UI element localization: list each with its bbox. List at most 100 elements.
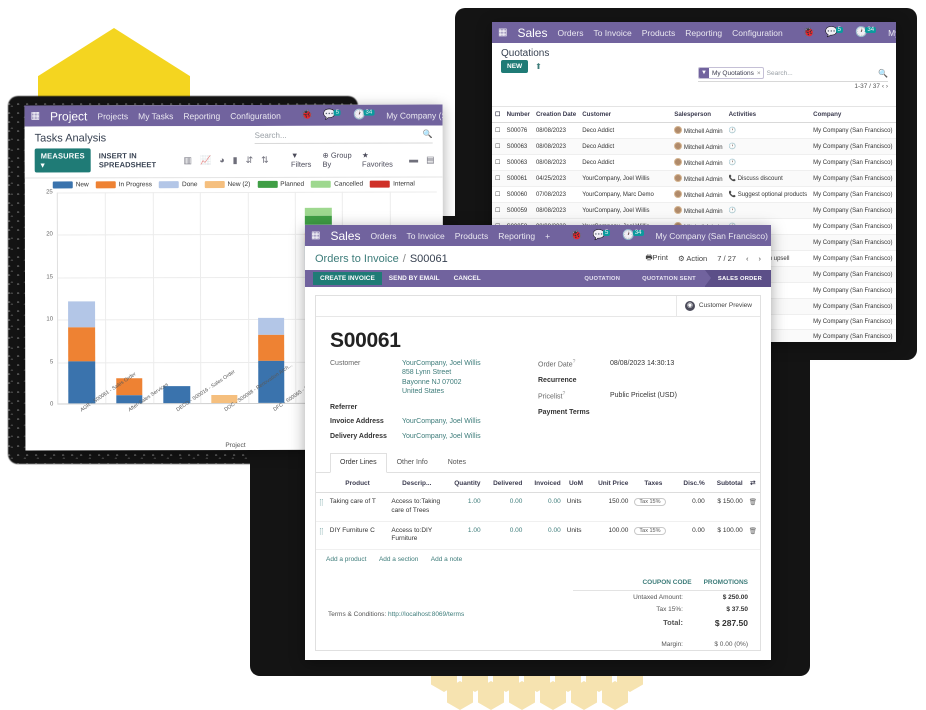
optional-columns-icon[interactable]: ⇄ xyxy=(745,474,760,494)
messages-icon[interactable]: 💬5 xyxy=(323,109,342,121)
select-all-checkbox[interactable]: ☐ xyxy=(492,107,504,123)
bug-icon[interactable]: 🐞 xyxy=(802,27,816,38)
group-by-button[interactable]: ⊕ Group By xyxy=(322,150,352,169)
app-name-sales[interactable]: Sales xyxy=(330,228,361,243)
stacked-icon[interactable]: ▮ xyxy=(232,154,238,165)
action-button[interactable]: ⚙ Action xyxy=(677,254,708,263)
search-facet-my-quotations[interactable]: ▼ My Quotations × xyxy=(698,67,764,79)
pivot-view-icon[interactable]: ▤ xyxy=(426,153,435,164)
row-checkbox[interactable]: ☐ xyxy=(492,138,504,155)
help-icon[interactable]: ? xyxy=(562,391,566,398)
drag-handle-icon[interactable]: ⣿ xyxy=(316,521,327,551)
table-row[interactable]: ☐ S00063 08/08/2023 Deco Addict Mitchell Ad… xyxy=(492,138,896,155)
bug-icon[interactable]: 🐞 xyxy=(570,230,583,241)
activities-icon[interactable]: 🕐34 xyxy=(353,109,375,121)
search-input[interactable]: Search... 🔍 xyxy=(254,129,433,144)
pager-next-icon[interactable]: › xyxy=(758,254,762,263)
row-checkbox[interactable]: ☐ xyxy=(492,186,504,203)
column-header-total[interactable]: Total xyxy=(895,107,896,123)
send-by-email-button[interactable]: SEND BY EMAIL xyxy=(388,275,440,282)
line-chart-icon[interactable]: 📈 xyxy=(199,154,212,165)
menu-configuration[interactable]: Configuration xyxy=(732,27,783,38)
customer-name[interactable]: YourCompany, Joel Willis xyxy=(402,360,481,367)
add-a-section-link[interactable]: Add a section xyxy=(378,556,419,564)
new-button[interactable]: NEW xyxy=(501,60,529,73)
activities-icon[interactable]: 🕐34 xyxy=(622,230,644,241)
create-invoice-button[interactable]: CREATE INVOICE xyxy=(313,272,382,285)
stage-quotation-sent[interactable]: QUOTATION SENT xyxy=(629,270,711,287)
menu-to-invoice[interactable]: To Invoice xyxy=(406,230,445,241)
print-button[interactable]: 🖶Print xyxy=(645,253,668,262)
column-header-customer[interactable]: Customer xyxy=(579,107,672,123)
messages-icon[interactable]: 💬5 xyxy=(825,27,843,38)
measures-button[interactable]: MEASURES ▾ xyxy=(34,148,91,173)
delete-line-icon[interactable]: 🗑 xyxy=(745,492,760,522)
row-checkbox[interactable]: ☐ xyxy=(492,154,504,171)
field-value-customer[interactable]: YourCompany, Joel Willis 858 Lynn Street… xyxy=(402,359,481,397)
menu-reporting[interactable]: Reporting xyxy=(685,27,723,38)
table-row[interactable]: ☐ S00060 07/08/2023 YourCompany, Marc Demo … xyxy=(492,186,896,203)
customer-preview-button[interactable]: ◉ Customer Preview xyxy=(675,296,760,316)
terms-link[interactable]: http://localhost:8069/terms xyxy=(387,611,465,619)
apps-grid-icon[interactable]: ▦ xyxy=(30,110,41,122)
add-a-note-link[interactable]: Add a note xyxy=(430,556,463,564)
column-header-company[interactable]: Company xyxy=(810,107,896,123)
help-icon[interactable]: ? xyxy=(572,359,576,365)
column-header-number[interactable]: Number xyxy=(503,107,533,123)
row-checkbox[interactable]: ☐ xyxy=(492,202,504,219)
favorites-button[interactable]: ★ Favorites xyxy=(361,150,393,169)
field-value-invoice-address[interactable]: YourCompany, Joel Willis xyxy=(402,418,481,426)
order-line-row[interactable]: ⣿ Taking care of T Access to:Taking care o… xyxy=(316,492,760,522)
legend-item-1[interactable]: In Progress xyxy=(95,181,152,189)
legend-item-2[interactable]: Done xyxy=(158,181,198,189)
tab-other-info[interactable]: Other Info xyxy=(396,459,428,467)
legend-item-3[interactable]: New (2) xyxy=(204,181,250,189)
menu-reporting[interactable]: Reporting xyxy=(183,110,221,121)
company-selector[interactable]: My Company (San Francisco) xyxy=(655,230,768,241)
drag-handle-icon[interactable]: ⣿ xyxy=(316,492,327,522)
field-value-order-date[interactable]: 08/08/2023 14:30:13 xyxy=(610,360,675,367)
table-row[interactable]: ☐ S00076 08/08/2023 Deco Addict Mitchell Ad… xyxy=(492,122,896,139)
messages-icon[interactable]: 💬5 xyxy=(592,230,611,241)
search-icon[interactable]: 🔍 xyxy=(878,68,888,78)
filters-button[interactable]: ▼ Filters xyxy=(290,150,312,169)
stage-sales-order[interactable]: SALES ORDER xyxy=(704,270,771,287)
pager-prev-icon[interactable]: ‹ xyxy=(881,83,885,90)
activities-icon[interactable]: 🕐34 xyxy=(854,27,877,38)
pager-prev-icon[interactable]: ‹ xyxy=(746,254,749,263)
add-a-product-link[interactable]: Add a product xyxy=(326,556,367,564)
search-input[interactable]: Search... xyxy=(766,69,793,77)
cancel-button[interactable]: CANCEL xyxy=(453,275,481,282)
delete-line-icon[interactable]: 🗑 xyxy=(745,521,760,551)
chart-bar[interactable] xyxy=(68,301,96,404)
apps-grid-icon[interactable]: ▦ xyxy=(498,27,508,38)
order-line-row[interactable]: ⣿ DIY Furniture C Access to:DIY Furniture 1… xyxy=(316,521,760,551)
cell-activities[interactable]: 🕐 xyxy=(725,122,811,139)
chart-bar[interactable] xyxy=(258,318,285,403)
pie-chart-icon[interactable]: ◕ xyxy=(219,155,225,166)
promotions-button[interactable]: PROMOTIONS xyxy=(703,579,748,587)
menu-orders[interactable]: Orders xyxy=(370,230,397,241)
stage-quotation[interactable]: QUOTATION xyxy=(571,270,635,287)
menu-products[interactable]: Products xyxy=(641,27,676,38)
upload-icon[interactable]: ⬆ xyxy=(535,62,542,71)
search-icon[interactable]: 🔍 xyxy=(422,129,433,139)
sort-desc-icon[interactable]: ⇵ xyxy=(245,154,254,165)
row-checkbox[interactable]: ☐ xyxy=(492,122,504,139)
menu-projects[interactable]: Projects xyxy=(97,110,129,121)
legend-item-4[interactable]: Planned xyxy=(257,181,304,188)
graph-view-icon[interactable]: ▬ xyxy=(409,154,419,165)
tab-notes[interactable]: Notes xyxy=(447,459,467,467)
field-value-delivery-address[interactable]: YourCompany, Joel Willis xyxy=(402,432,481,440)
cell-activities[interactable]: 📞 Suggest optional products xyxy=(725,186,811,203)
menu-my-tasks[interactable]: My Tasks xyxy=(138,110,174,121)
app-name-project[interactable]: Project xyxy=(50,108,88,123)
field-value-pricelist[interactable]: Public Pricelist (USD) xyxy=(610,392,677,400)
coupon-code-button[interactable]: COUPON CODE xyxy=(642,579,692,587)
cell-activities[interactable]: 🕐 xyxy=(725,138,811,155)
legend-item-5[interactable]: Cancelled xyxy=(311,181,363,188)
menu-to-invoice[interactable]: To Invoice xyxy=(593,27,632,38)
sort-asc-icon[interactable]: ⇅ xyxy=(261,154,269,165)
table-row[interactable]: ☐ S00059 08/08/2023 YourCompany, Joel Willi… xyxy=(492,202,896,219)
menu-orders[interactable]: Orders xyxy=(557,27,584,38)
